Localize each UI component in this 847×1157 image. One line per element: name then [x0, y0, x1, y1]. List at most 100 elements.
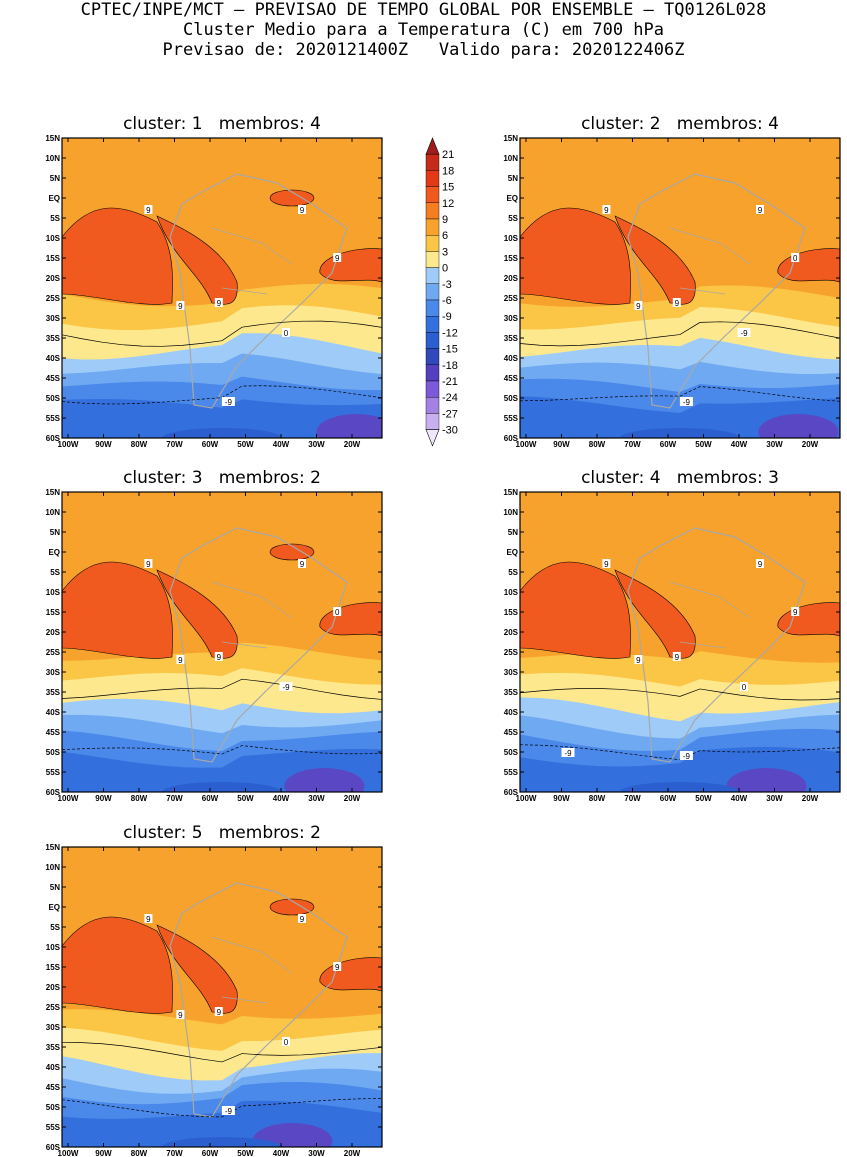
map-frame [61, 491, 383, 793]
map-panel-5: 9 9 9 9 9 0 -9 15N 10N 5N EQ 5S 10S 15S 20S 25S 30S 35S 40… [45, 843, 383, 1157]
contour-label: 9 [214, 652, 223, 662]
lat-tick-label: 5N [50, 883, 60, 892]
lat-tick-label: EQ [506, 548, 518, 557]
lat-tick-label: 40S [46, 708, 61, 717]
colorbar-arrow-bottom [425, 429, 440, 447]
lon-tick-label: 20W [344, 440, 361, 449]
contour-label: 9 [602, 205, 611, 215]
colorbar-label: -3 [442, 279, 452, 291]
lat-tick-label: 15S [46, 608, 61, 617]
colorbar-swatch [425, 267, 440, 285]
contour-minus9 [62, 745, 382, 755]
svg-text:-9: -9 [225, 1107, 233, 1116]
lon-tick-label: 100W [58, 1149, 79, 1157]
contour-label: 0 [282, 1037, 290, 1047]
warm-region-central [156, 215, 238, 305]
band-minus15-shadow [162, 428, 282, 438]
lat-tick-label: EQ [506, 194, 518, 203]
header-line-1: CPTEC/INPE/MCT – PREVISAO DE TEMPO GLOBA… [80, 0, 767, 20]
svg-text:9: 9 [300, 560, 305, 569]
lon-tick-label: 80W [131, 794, 148, 803]
svg-text:9: 9 [604, 560, 609, 569]
contour-label: -9 [279, 682, 293, 692]
lat-tick-label: 60S [46, 434, 61, 443]
lat-tick-label: 35S [504, 334, 519, 343]
colorbar-swatch [425, 380, 440, 398]
contour-label: 9 [214, 298, 223, 308]
colorbar: 21 18 15 12 9 6 3 0 -3 -6 -9 -12 -15 -18 -21 -24 -27 -30 [425, 137, 458, 447]
lat-tick-label: 45S [504, 728, 519, 737]
contour-label: 9 [672, 298, 681, 308]
contour-0 [62, 678, 382, 700]
contour-label: -9 [221, 397, 235, 407]
lat-tick-label: EQ [48, 194, 60, 203]
lat-tick-label: 50S [504, 394, 519, 403]
band-minus15-shadow [620, 782, 740, 792]
contour-label: -9 [679, 751, 693, 761]
panel-title-3: cluster: 3 membros: 2 [123, 468, 321, 488]
svg-text:-9: -9 [225, 398, 233, 407]
svg-text:9: 9 [146, 915, 151, 924]
lon-tick-label: 100W [58, 794, 79, 803]
colorbar-label: 6 [442, 230, 448, 242]
svg-text:0: 0 [793, 254, 798, 263]
colorbar-swatch [425, 299, 440, 317]
lat-tick-label: 55S [46, 414, 61, 423]
colorbar-label: -27 [442, 408, 458, 420]
lon-tick-label: 60W [660, 794, 677, 803]
warm-region-north [269, 189, 315, 207]
continent-outline [169, 173, 348, 409]
contour-label: -9 [561, 748, 575, 758]
band-minus15 [316, 414, 382, 438]
contour-label: 9 [791, 607, 800, 617]
contour-label: 9 [144, 205, 153, 215]
map-frame [61, 846, 383, 1148]
colorbar-swatch [425, 186, 440, 203]
lon-tick-label: 50W [695, 794, 712, 803]
colorbar-swatch [425, 202, 440, 220]
lon-tick-label: 40W [273, 1149, 290, 1157]
contour-label: -9 [221, 1106, 235, 1116]
lon-tick-label: 70W [624, 794, 641, 803]
warm-region-west [62, 916, 173, 1014]
continent-outline [627, 173, 806, 409]
contour-label: 9 [333, 253, 342, 263]
lat-tick-label: 60S [504, 434, 519, 443]
contour-label: 0 [333, 607, 342, 617]
lat-tick-label: 5S [508, 214, 518, 223]
lon-tick-label: 80W [589, 440, 606, 449]
lon-tick-label: 70W [624, 440, 641, 449]
lon-tick-label: 90W [95, 1149, 112, 1157]
panel-title-5: cluster: 5 membros: 2 [123, 823, 321, 843]
svg-text:9: 9 [758, 560, 763, 569]
svg-text:9: 9 [636, 302, 641, 311]
svg-text:9: 9 [217, 653, 222, 662]
colorbar-swatch [425, 170, 440, 187]
contour-minus9 [520, 386, 840, 402]
lat-tick-label: 55S [504, 768, 519, 777]
lon-tick-label: 60W [202, 1149, 219, 1157]
lon-tick-label: 80W [131, 440, 148, 449]
lat-tick-label: 55S [46, 768, 61, 777]
lon-tick-label: 90W [95, 440, 112, 449]
lat-tick-label: 5S [508, 568, 518, 577]
lat-tick-label: 35S [504, 688, 519, 697]
lat-tick-label: 5N [50, 528, 60, 537]
contour-label: 9 [176, 655, 185, 665]
lon-tick-label: 50W [237, 794, 254, 803]
warm-region-west [520, 561, 631, 659]
warm-region-central [156, 924, 238, 1014]
lon-tick-label: 90W [553, 440, 570, 449]
lat-tick-label: EQ [48, 903, 60, 912]
svg-text:9: 9 [217, 299, 222, 308]
svg-text:-9: -9 [564, 749, 572, 758]
contour-label: 9 [634, 301, 643, 311]
colorbar-swatch [425, 348, 440, 366]
lat-tick-label: 25S [504, 648, 519, 657]
contour-label: 9 [214, 1007, 223, 1017]
lat-tick-label: 20S [46, 274, 61, 283]
lon-tick-label: 20W [344, 794, 361, 803]
country-borders [669, 227, 751, 295]
lat-tick-label: 40S [504, 708, 519, 717]
lat-tick-label: 20S [46, 983, 61, 992]
